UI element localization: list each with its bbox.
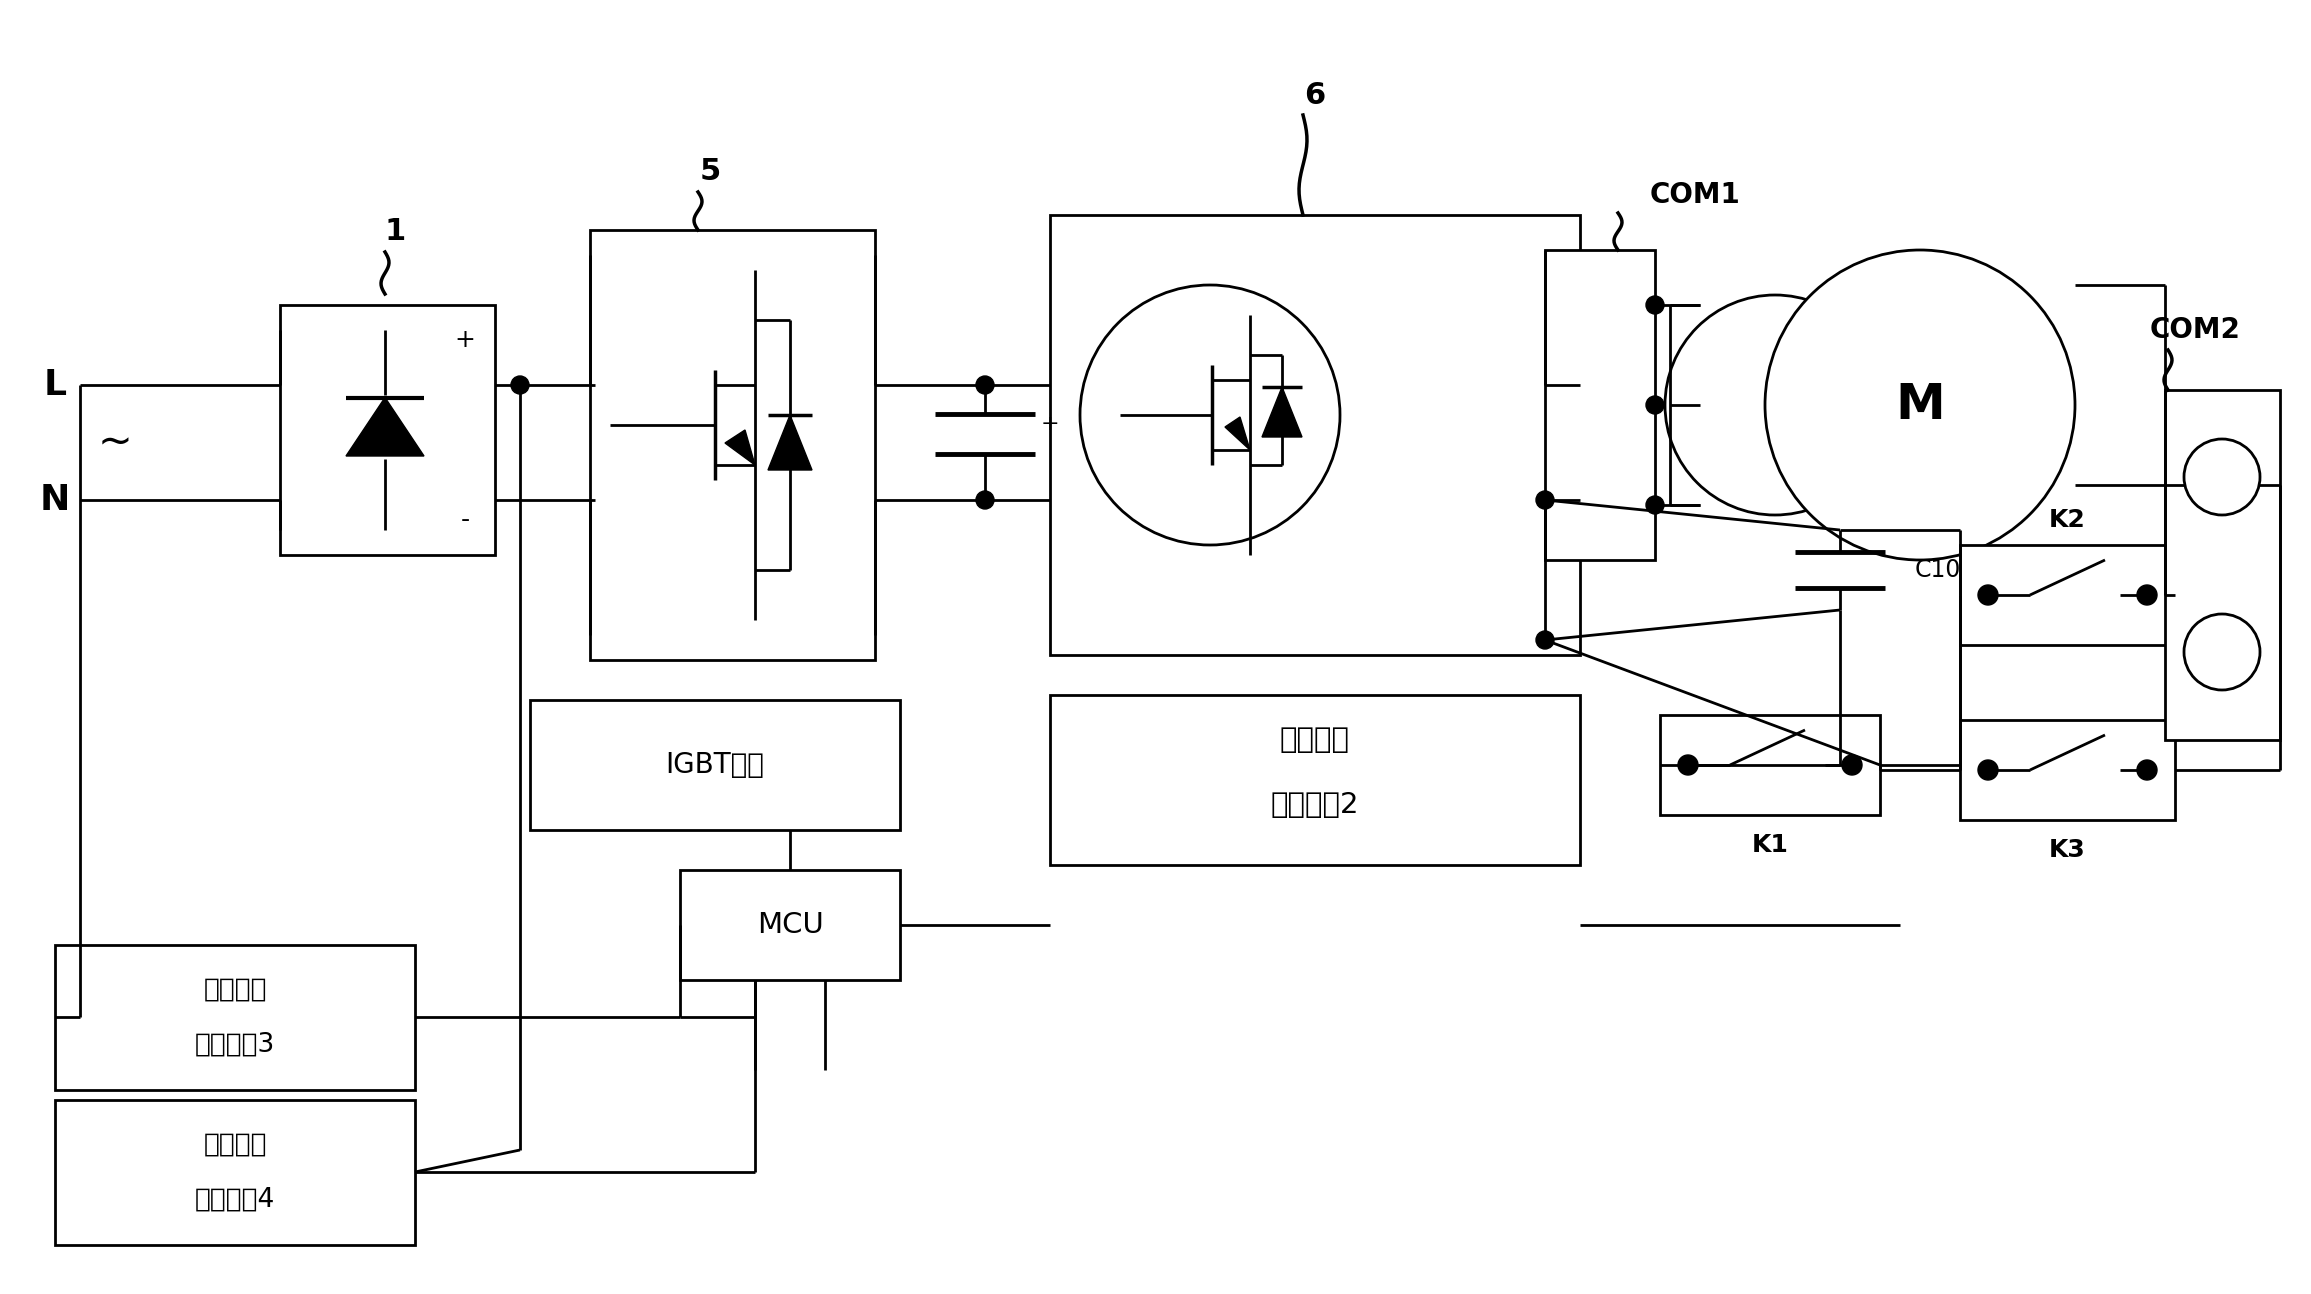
- Bar: [589, 230, 876, 660]
- Circle shape: [1978, 760, 1999, 780]
- Text: 直流电压: 直流电压: [203, 1132, 266, 1158]
- Circle shape: [1537, 490, 1553, 509]
- Text: +: +: [1040, 414, 1058, 433]
- Text: COM2: COM2: [2149, 316, 2242, 344]
- Text: 检测电路4: 检测电路4: [194, 1187, 275, 1212]
- Circle shape: [1678, 754, 1699, 775]
- Circle shape: [1978, 585, 1999, 606]
- Polygon shape: [347, 397, 423, 455]
- Text: 1: 1: [384, 217, 407, 246]
- Circle shape: [2184, 439, 2260, 515]
- Text: ~: ~: [97, 422, 132, 463]
- Text: MCU: MCU: [756, 911, 823, 939]
- Circle shape: [2184, 613, 2260, 690]
- Circle shape: [1537, 631, 1553, 650]
- Bar: [1049, 695, 1581, 864]
- Bar: [1960, 545, 2175, 644]
- Text: C10: C10: [1916, 558, 1962, 582]
- Bar: [1659, 716, 1881, 815]
- Text: K2: K2: [2048, 509, 2085, 532]
- Text: -: -: [460, 509, 469, 532]
- Text: COM1: COM1: [1650, 181, 1740, 210]
- Circle shape: [975, 377, 994, 393]
- Circle shape: [2138, 585, 2156, 606]
- Text: 检测电路3: 检测电路3: [194, 1033, 275, 1058]
- Circle shape: [975, 490, 994, 509]
- Circle shape: [2138, 760, 2156, 780]
- Text: K1: K1: [1752, 833, 1789, 857]
- Text: 负载类型: 负载类型: [1280, 726, 1350, 754]
- Polygon shape: [1262, 387, 1301, 437]
- Bar: [1546, 250, 1655, 560]
- Text: IGBT模块: IGBT模块: [666, 751, 765, 779]
- Circle shape: [1645, 496, 1664, 514]
- Polygon shape: [767, 415, 811, 470]
- Bar: [55, 945, 416, 1090]
- Circle shape: [1766, 250, 2075, 560]
- Circle shape: [1664, 295, 1886, 515]
- Bar: [529, 700, 899, 829]
- Polygon shape: [1225, 417, 1250, 450]
- Bar: [679, 870, 899, 980]
- Text: 交流电压: 交流电压: [203, 977, 266, 1003]
- Text: 检测电路2: 检测电路2: [1271, 791, 1359, 819]
- Bar: [280, 305, 495, 555]
- Circle shape: [1645, 396, 1664, 414]
- Bar: [55, 1100, 416, 1245]
- Text: M: M: [1895, 380, 1946, 430]
- Circle shape: [511, 377, 529, 393]
- Circle shape: [1842, 754, 1863, 775]
- Text: L: L: [44, 367, 67, 402]
- Text: K3: K3: [2048, 839, 2085, 862]
- Polygon shape: [726, 430, 756, 465]
- Circle shape: [1645, 296, 1664, 314]
- Text: 5: 5: [700, 158, 721, 186]
- Bar: [1960, 719, 2175, 820]
- Circle shape: [1079, 285, 1340, 545]
- Text: N: N: [39, 483, 69, 518]
- Bar: [1049, 215, 1581, 655]
- Text: +: +: [455, 327, 476, 352]
- Text: 6: 6: [1303, 80, 1327, 110]
- Bar: [2165, 389, 2281, 740]
